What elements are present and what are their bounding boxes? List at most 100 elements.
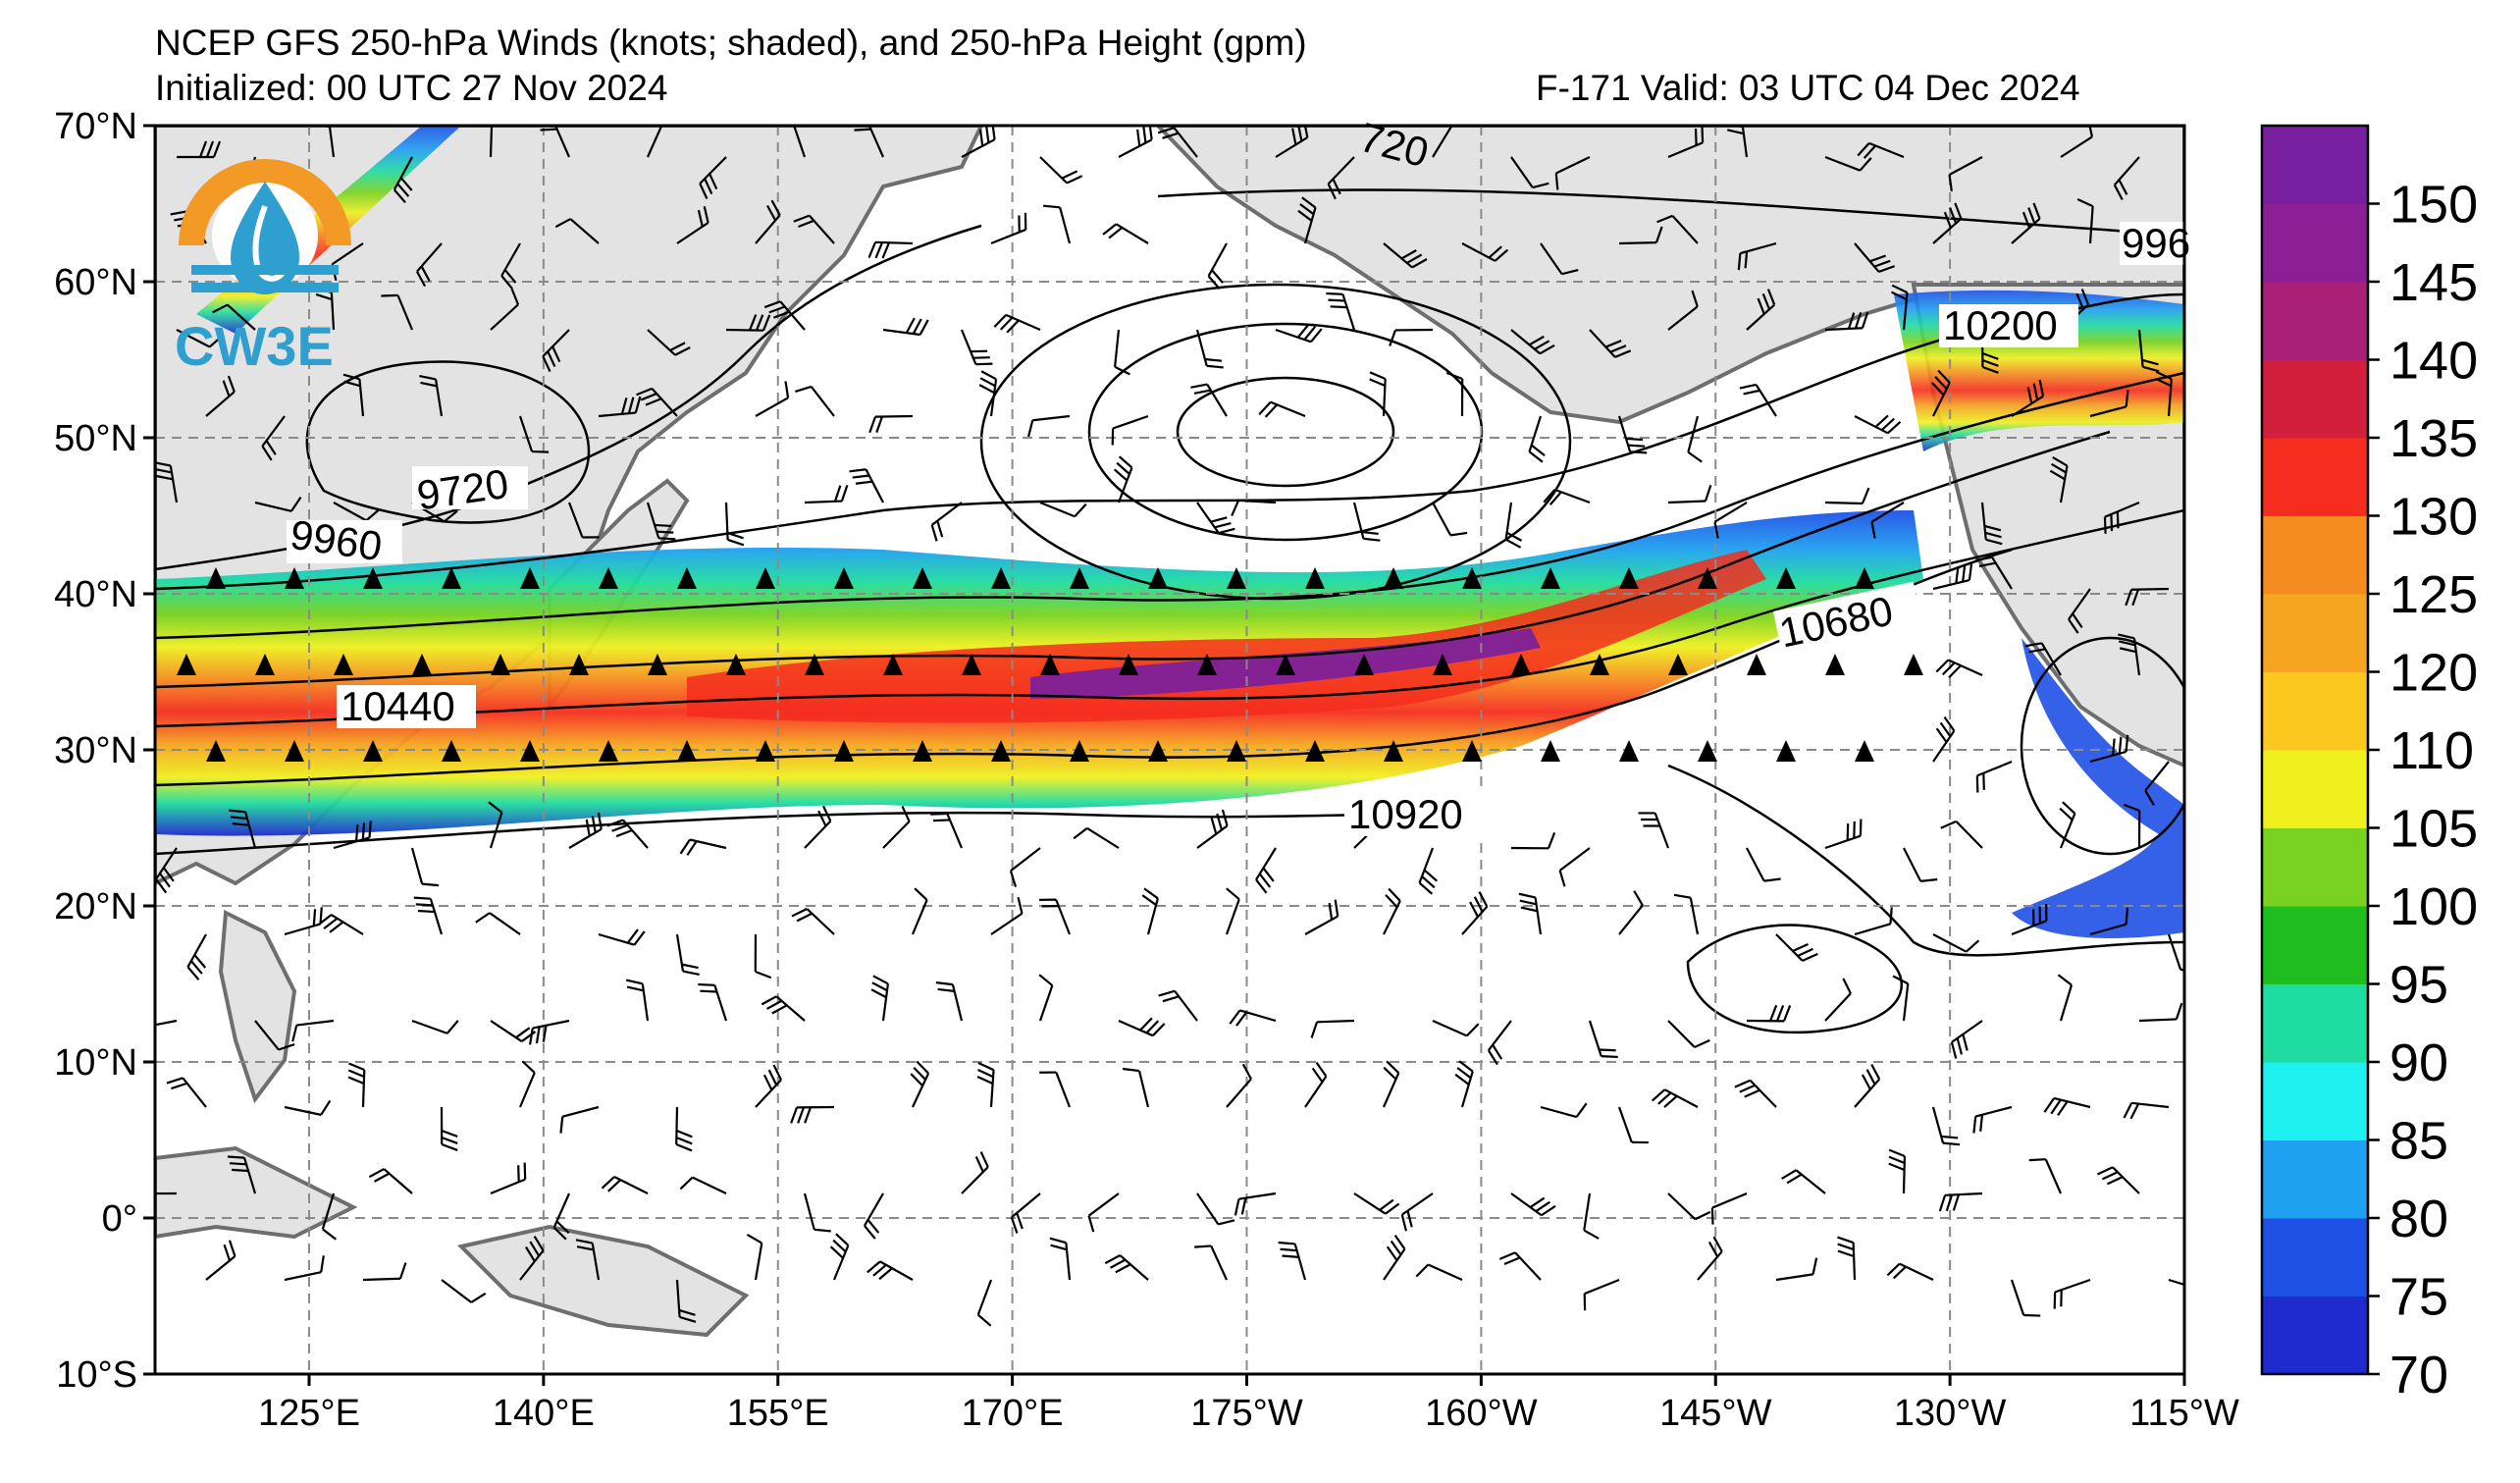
wind-barb bbox=[2043, 1096, 2091, 1117]
wind-barb bbox=[440, 1106, 458, 1151]
wind-barb bbox=[1462, 567, 1482, 589]
wind-barb bbox=[254, 1020, 295, 1051]
wind-barb bbox=[2123, 1101, 2170, 1120]
lon-tick-label: 175°W bbox=[1190, 1393, 1303, 1434]
wind-barb bbox=[1382, 1060, 1400, 1108]
wind-barb bbox=[1104, 1254, 1149, 1281]
wind-barb bbox=[677, 740, 697, 762]
wind-barb bbox=[1948, 156, 1983, 192]
wind-barb bbox=[227, 1155, 257, 1194]
wind-barb bbox=[569, 654, 589, 675]
valid-time: F-171 Valid: 03 UTC 04 Dec 2024 bbox=[1536, 68, 2080, 108]
wind-barb bbox=[1932, 563, 1973, 591]
lon-tick-label: 115°W bbox=[2129, 1393, 2239, 1434]
wind-barb bbox=[1305, 740, 1325, 762]
wind-barb bbox=[284, 1099, 332, 1116]
colorbar-label: 100 bbox=[2389, 877, 2478, 936]
contour-south-loop bbox=[1686, 924, 1904, 1034]
wind-barb bbox=[761, 995, 806, 1022]
wind-barb bbox=[1383, 242, 1428, 269]
colorbar-label: 85 bbox=[2389, 1112, 2448, 1171]
wind-barb bbox=[254, 496, 302, 512]
wind-barb bbox=[854, 126, 885, 158]
contour-low-center bbox=[1176, 376, 1395, 488]
wind-barb bbox=[867, 240, 914, 259]
wind-barb bbox=[1461, 891, 1489, 935]
contour-label-group: 9720 9960 10440 10920 10680 10200 996 72… bbox=[287, 114, 2190, 837]
wind-barb bbox=[1617, 415, 1648, 454]
lon-tick-label: 155°E bbox=[727, 1393, 829, 1434]
latitude-axis: 70°N 60°N 50°N 40°N 30°N 20°N 10°N 0° 10°S bbox=[54, 106, 155, 1396]
colorbar-label: 90 bbox=[2389, 1033, 2448, 1092]
wind-barb bbox=[2028, 1158, 2063, 1194]
wind-barb bbox=[930, 502, 963, 542]
wind-barb bbox=[960, 329, 993, 366]
wind-barb bbox=[1118, 1017, 1166, 1037]
wind-barb bbox=[334, 654, 353, 675]
wind-barb bbox=[962, 654, 981, 675]
wind-barb bbox=[205, 1240, 236, 1281]
wind-barb bbox=[1935, 659, 1983, 679]
wind-barb bbox=[1950, 1020, 1983, 1059]
wind-barb bbox=[1258, 400, 1306, 418]
wind-barb bbox=[176, 329, 224, 348]
wind-barb bbox=[1543, 488, 1591, 505]
wind-barb bbox=[1487, 1020, 1512, 1066]
wind-barb bbox=[1886, 1262, 1934, 1281]
wind-barb bbox=[255, 654, 275, 675]
wind-barb bbox=[1747, 654, 1766, 675]
wind-barb bbox=[913, 567, 932, 589]
wind-barb bbox=[285, 567, 304, 589]
wind-barb bbox=[206, 567, 226, 589]
colorbar-segment bbox=[2262, 438, 2368, 516]
lon-tick-label: 160°W bbox=[1425, 1393, 1538, 1434]
wind-barb bbox=[1383, 887, 1401, 935]
wind-barb bbox=[567, 502, 600, 539]
wind-barb bbox=[1304, 1062, 1328, 1108]
wind-barb bbox=[763, 300, 806, 331]
wind-barb bbox=[675, 1106, 693, 1152]
wind-barb bbox=[2118, 633, 2141, 676]
wind-barb bbox=[1824, 819, 1863, 850]
wind-barb bbox=[755, 381, 790, 417]
colorbar-label: 110 bbox=[2389, 721, 2474, 780]
colorbar-segment bbox=[2262, 1218, 2368, 1297]
wind-barb bbox=[317, 914, 364, 935]
wind-barb bbox=[410, 847, 440, 887]
wind-barb bbox=[529, 1019, 570, 1045]
wind-barb bbox=[1114, 329, 1130, 376]
wind-barb bbox=[1554, 156, 1591, 190]
wind-barb bbox=[155, 461, 179, 503]
wind-barb bbox=[1383, 1235, 1406, 1281]
wind-barb bbox=[1196, 502, 1235, 535]
wind-barb bbox=[1275, 126, 1309, 158]
longitude-axis: 125°E 140°E 155°E 170°E 175°W 160°W 145°W 130°W… bbox=[258, 1374, 2239, 1434]
wind-barb bbox=[490, 289, 520, 331]
wind-barb bbox=[2137, 329, 2160, 373]
wind-barb bbox=[442, 567, 461, 589]
wind-barb bbox=[1229, 1009, 1277, 1027]
colorbar-label: 125 bbox=[2389, 565, 2478, 624]
wind-barb bbox=[598, 396, 642, 418]
wind-barb bbox=[1619, 740, 1639, 762]
wind-barb bbox=[1195, 329, 1224, 369]
wind-barb bbox=[990, 212, 1027, 245]
wind-barb bbox=[1932, 933, 1980, 953]
wind-barb bbox=[1589, 329, 1632, 358]
wind-barb bbox=[166, 1077, 207, 1108]
jet-cutoff-branch bbox=[2012, 638, 2184, 938]
wind-barb bbox=[1039, 1071, 1072, 1108]
wind-barb bbox=[186, 933, 207, 980]
wind-barb bbox=[1931, 1106, 1961, 1146]
wind-barb bbox=[575, 1239, 601, 1281]
wind-barb bbox=[1583, 1278, 1620, 1311]
wind-barb bbox=[321, 1192, 338, 1241]
wind-barb bbox=[675, 933, 700, 977]
lon-tick-label: 130°W bbox=[1894, 1393, 2007, 1434]
colorbar-segment bbox=[2262, 671, 2368, 751]
colorbar-label: 70 bbox=[2389, 1346, 2448, 1404]
wind-barb bbox=[412, 654, 432, 675]
wind-barb bbox=[491, 654, 510, 675]
wind-barb bbox=[1207, 242, 1228, 290]
wind-barb bbox=[206, 740, 226, 762]
